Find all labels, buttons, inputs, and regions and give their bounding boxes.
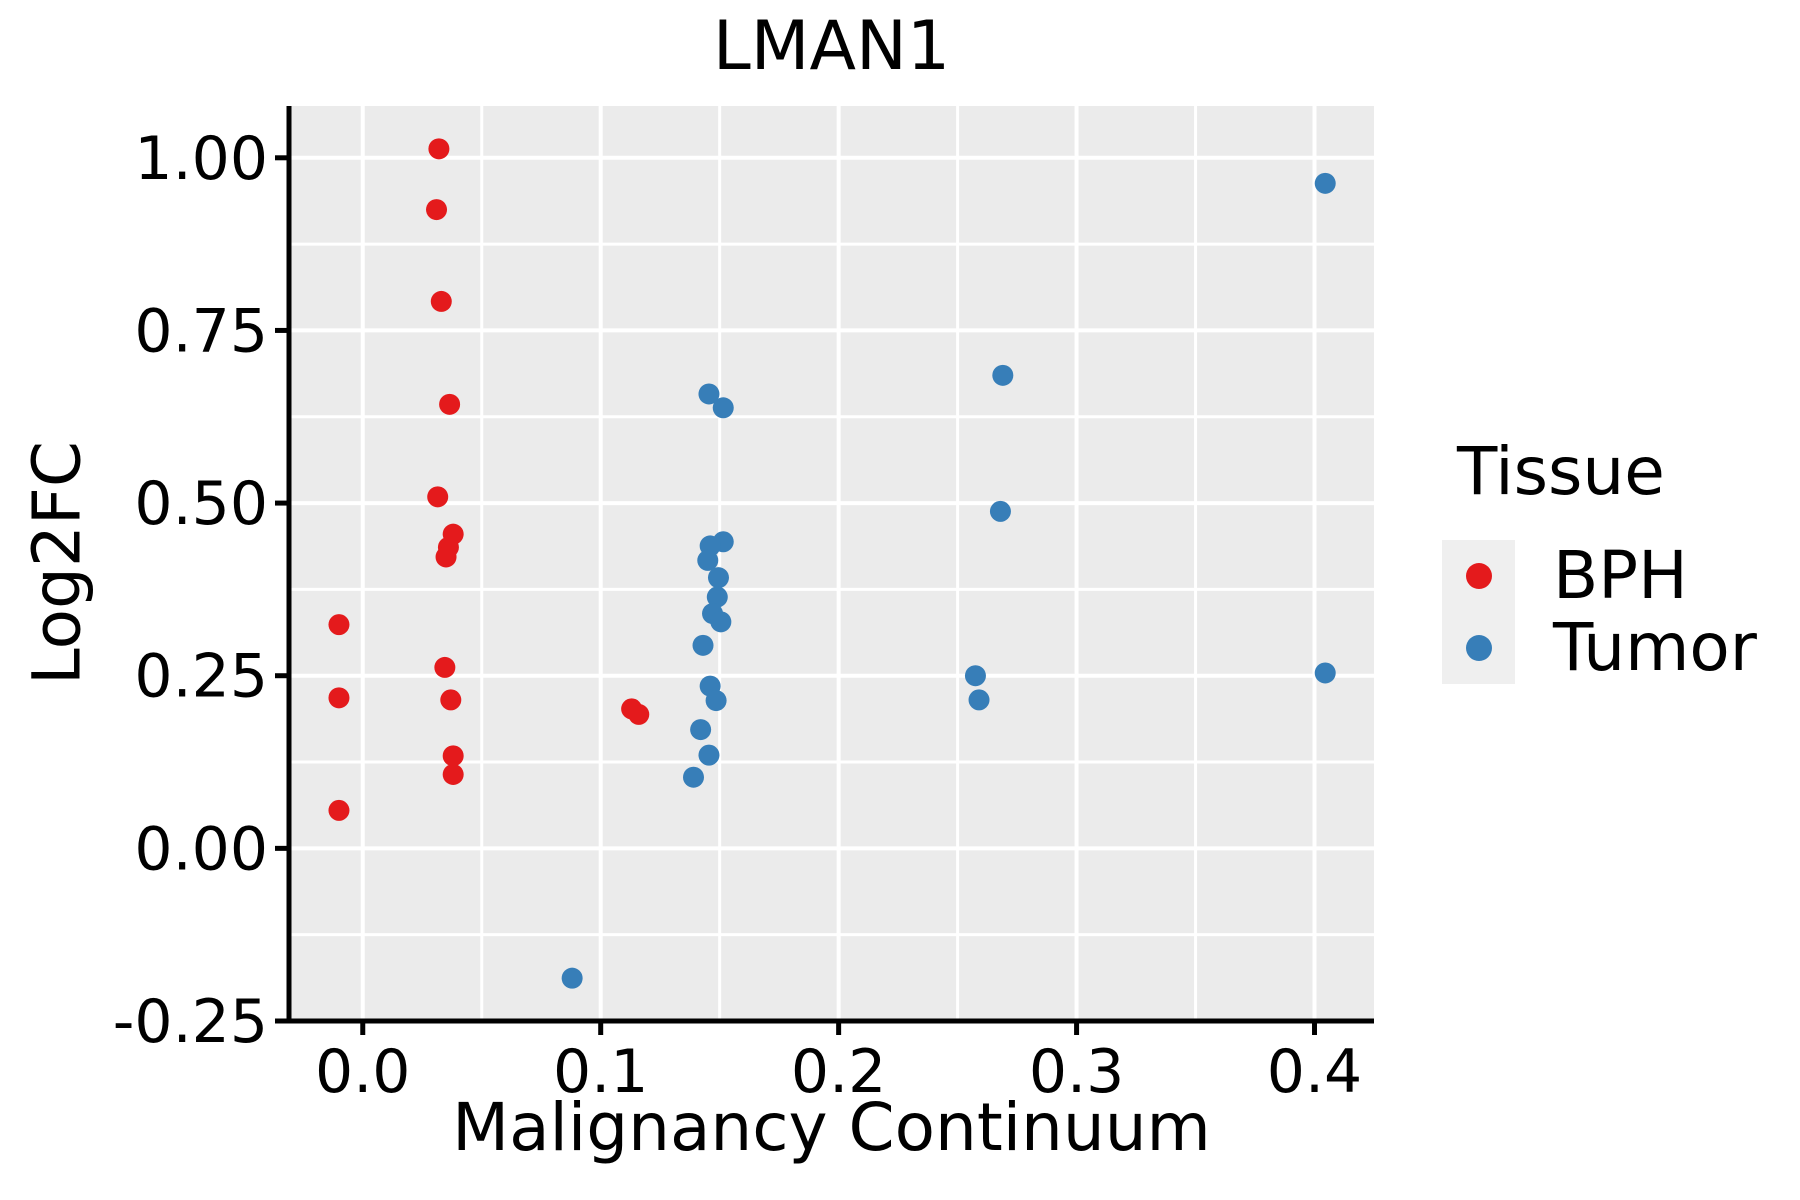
y-tick-label: -0.25	[113, 987, 268, 1057]
data-point-tumor	[692, 634, 714, 656]
x-tick-label: 0.1	[553, 1037, 648, 1107]
data-point-tumor	[1314, 172, 1336, 194]
tumor-dot-icon	[1465, 635, 1492, 661]
x-axis-label: Malignancy Continuum	[452, 1089, 1211, 1166]
data-point-bph	[428, 138, 450, 160]
legend-label-bph: BPH	[1553, 537, 1688, 614]
data-point-bph	[434, 656, 456, 678]
legend-label-tumor: Tumor	[1553, 609, 1757, 686]
y-tick-label: 0.25	[134, 642, 268, 712]
data-point-tumor	[697, 549, 719, 571]
y-tick-label: 0.75	[134, 296, 268, 366]
bph-dot-icon	[1465, 563, 1492, 589]
data-point-bph	[328, 614, 350, 636]
data-point-bph	[442, 745, 464, 767]
plot-panel	[289, 106, 1374, 1021]
data-point-tumor	[690, 719, 712, 741]
data-point-tumor	[712, 397, 734, 419]
data-point-tumor	[698, 383, 720, 405]
data-point-tumor	[698, 744, 720, 766]
x-tick-label: 0.4	[1267, 1037, 1362, 1107]
data-point-tumor	[706, 586, 728, 608]
data-point-bph	[430, 290, 452, 312]
data-point-tumor	[964, 665, 986, 687]
x-tick-label: 0.0	[315, 1037, 410, 1107]
y-tick-label: 0.50	[134, 469, 268, 539]
data-point-tumor	[992, 364, 1014, 386]
data-point-tumor	[707, 567, 729, 589]
gridlines	[289, 106, 1374, 1023]
y-tick-label: 0.00	[134, 814, 268, 884]
data-point-tumor	[968, 689, 990, 711]
data-point-bph	[439, 393, 461, 415]
tick-labels: 0.0 0.1 0.2 0.3 0.4 -0.25 0.00 0.25 0.50 0.75 1.00	[113, 124, 1362, 1107]
legend-key-tumor	[1442, 612, 1515, 684]
data-point-bph	[628, 703, 650, 725]
x-tick-label: 0.2	[791, 1037, 886, 1107]
data-point-tumor	[989, 500, 1011, 522]
data-point-tumor	[705, 690, 727, 712]
axes-spines	[286, 106, 1374, 1024]
y-tick-label: 1.00	[134, 124, 268, 194]
data-point-bph	[328, 799, 350, 821]
legend-title: Tissue	[1457, 433, 1665, 510]
tick-marks	[275, 155, 1318, 1035]
data-point-bph	[328, 687, 350, 709]
data-point-tumor	[710, 611, 732, 633]
series-bph	[328, 138, 650, 821]
legend-key-bph	[1442, 540, 1515, 612]
data-point-tumor	[682, 766, 704, 788]
data-point-tumor	[561, 967, 583, 989]
data-point-tumor	[1314, 662, 1336, 684]
y-axis-label: Log2FC	[18, 441, 96, 685]
chart-title: LMAN1	[712, 7, 951, 86]
data-point-bph	[426, 199, 448, 221]
data-point-bph	[442, 763, 464, 785]
data-point-bph	[435, 546, 457, 568]
data-point-bph	[427, 486, 449, 508]
x-tick-label: 0.3	[1029, 1037, 1124, 1107]
series-tumor	[561, 172, 1336, 989]
data-point-bph	[440, 689, 462, 711]
